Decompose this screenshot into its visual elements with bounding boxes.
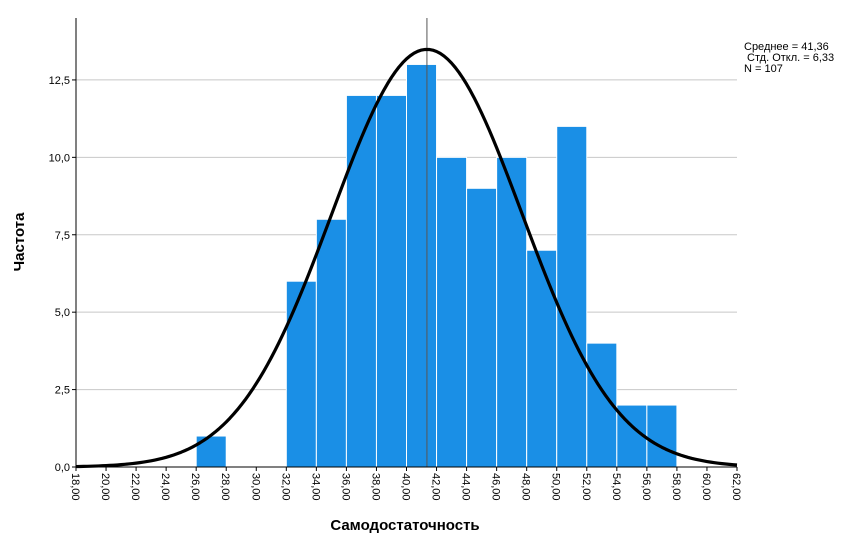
- y-axis-title: Частота: [11, 212, 28, 272]
- histogram-bar: [285, 280, 317, 468]
- histogram-bar: [526, 249, 558, 468]
- stats-mean: Среднее = 41,36: [744, 41, 829, 53]
- x-tick-label: 62,00: [730, 473, 742, 501]
- x-tick-label: 52,00: [580, 473, 592, 501]
- x-axis-title: Самодостаточность: [330, 517, 479, 534]
- histogram-bar: [345, 94, 377, 468]
- x-tick-label: 40,00: [400, 473, 412, 501]
- histogram-bar: [556, 125, 588, 468]
- histogram-bar: [646, 404, 678, 468]
- x-tick-label: 28,00: [219, 473, 231, 501]
- x-tick-label: 38,00: [369, 473, 381, 501]
- histogram-bar: [315, 218, 347, 468]
- x-tick-label: 60,00: [700, 473, 712, 501]
- y-tick-labels: 0,0 2,5 5,0 7,5 10,0 12,5: [49, 75, 70, 474]
- bars-layer: [195, 63, 678, 468]
- y-tick-label: 12,5: [49, 75, 70, 87]
- normal-curve: [75, 47, 738, 469]
- stats-sd: Стд. Откл. = 6,33: [744, 52, 835, 64]
- normal-curve-layer: [75, 47, 738, 469]
- x-tick-label: 46,00: [490, 473, 502, 501]
- x-tick-label: 44,00: [460, 473, 472, 501]
- x-tick-label: 20,00: [99, 473, 111, 501]
- x-tick-label: 22,00: [129, 473, 141, 501]
- x-tick-label: 58,00: [670, 473, 682, 501]
- histogram-bar: [406, 63, 438, 468]
- x-tick-label: 30,00: [249, 473, 261, 501]
- histogram-bar: [375, 94, 408, 468]
- y-tick-label: 2,5: [55, 385, 70, 397]
- x-tick-label: 34,00: [309, 473, 321, 501]
- stats-box: Среднее = 41,36 Стд. Откл. = 6,33 N = 107: [744, 42, 834, 75]
- stats-n: N = 107: [744, 63, 783, 75]
- y-tick-label: 0,0: [55, 462, 70, 474]
- x-tick-label: 32,00: [279, 473, 291, 501]
- y-tick-label: 10,0: [49, 152, 70, 164]
- x-tick-labels: 18,00 20,00 22,00 24,00 26,00 28,00 30,00 32,00…: [69, 473, 742, 501]
- x-tick-label: 18,00: [69, 473, 81, 501]
- y-tick-label: 7,5: [55, 230, 70, 242]
- x-tick-label: 48,00: [520, 473, 532, 501]
- x-tick-label: 26,00: [189, 473, 201, 501]
- x-tick-label: 50,00: [550, 473, 562, 501]
- histogram-bar: [466, 187, 498, 468]
- x-tick-label: 42,00: [430, 473, 442, 501]
- axes-layer: [72, 18, 738, 471]
- x-tick-label: 54,00: [610, 473, 622, 501]
- histogram-bar: [496, 156, 528, 468]
- y-tick-label: 5,0: [55, 307, 70, 319]
- x-tick-label: 56,00: [640, 473, 652, 501]
- x-tick-label: 24,00: [159, 473, 171, 501]
- histogram-bar: [436, 156, 468, 468]
- x-tick-label: 36,00: [339, 473, 351, 501]
